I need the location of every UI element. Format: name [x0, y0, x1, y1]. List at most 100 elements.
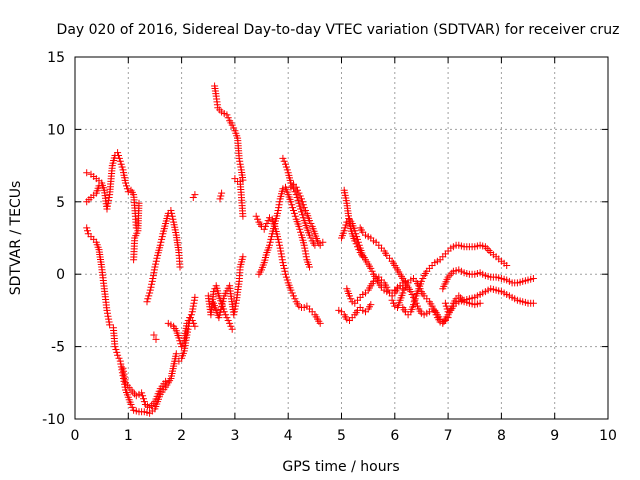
data-point-arc-j: [191, 191, 199, 199]
data-point-arc-k: [224, 317, 232, 324]
data-point-arc-u: [355, 246, 363, 254]
data-point-arc-s: [291, 295, 299, 303]
data-point-arc-c: [117, 360, 125, 368]
data-point-arc-c: [118, 369, 126, 377]
x-tick-label: 3: [230, 428, 239, 444]
data-point-arc-s: [254, 215, 262, 223]
data-point-arc-q: [288, 182, 296, 190]
data-point-arc-s: [316, 319, 324, 327]
chart-title: Day 020 of 2016, Sidereal Day-to-day VTE…: [57, 22, 620, 38]
data-point-arc-e: [135, 199, 143, 207]
y-tick-label: 15: [47, 50, 65, 66]
x-tick-label: 0: [71, 428, 80, 444]
x-tick-label: 10: [599, 428, 617, 444]
data-point-arc-p: [295, 222, 303, 230]
y-tick-label: -5: [51, 340, 65, 356]
data-point-arc-z: [399, 289, 407, 297]
data-point-arc-n: [216, 195, 224, 203]
data-point-arc-f: [168, 212, 176, 220]
data-point-arc-s: [283, 276, 291, 284]
data-point-arc-s: [252, 212, 260, 220]
data-point-arc-q: [280, 157, 288, 165]
data-point-arc-p: [266, 238, 274, 246]
data-point-arc-h: [178, 343, 186, 351]
data-point-arc-i: [187, 311, 195, 319]
data-point-arc-a: [122, 179, 130, 187]
data-point-arc-p: [291, 212, 299, 220]
data-point-arc-d: [147, 402, 155, 409]
data-point-arc-s: [275, 238, 283, 246]
data-point-arc-f: [147, 283, 155, 291]
data-point-arc-r: [307, 220, 315, 227]
data-point-arc-s: [263, 220, 271, 227]
data-point-arc-a: [123, 185, 131, 193]
axis-ticks: [74, 56, 609, 420]
data-point-arc-p: [306, 263, 313, 271]
data-point-arc-x: [347, 295, 355, 303]
y-tick-label: 10: [47, 122, 65, 138]
data-point-arc-d: [140, 395, 147, 403]
y-axis-label: SDTVAR / TECUs: [8, 181, 24, 296]
data-point-arc-i: [191, 293, 199, 301]
data-point-arc-p: [290, 209, 298, 217]
data-point-arc-d: [120, 370, 128, 378]
data-point-arc-k: [222, 311, 230, 319]
data-point-arc-i: [183, 331, 191, 339]
data-point-arc-a: [83, 169, 91, 177]
data-point-arc-p: [296, 225, 304, 233]
data-point-arc-m: [223, 111, 231, 119]
data-point-arc-v: [414, 302, 421, 310]
data-point-arc-c: [115, 354, 123, 362]
data-point-arc-a: [115, 154, 123, 162]
data-point-arc-p: [287, 198, 295, 206]
data-point-arc-s: [280, 264, 288, 272]
data-point-arc-y: [411, 295, 419, 303]
data-point-arc-g: [150, 331, 158, 339]
x-tick-label: 1: [124, 428, 133, 444]
y-tick-label: 0: [56, 267, 65, 283]
data-point-arc-z: [529, 299, 537, 307]
data-point-arc-q: [298, 211, 306, 219]
data-point-arc-r: [298, 198, 306, 206]
data-point-arc-s: [287, 286, 295, 294]
x-tick-label: 5: [337, 428, 346, 444]
data-point-arc-k: [227, 322, 235, 330]
data-point-arc-f: [149, 275, 157, 282]
data-point-arc-o: [239, 212, 247, 220]
data-point-arc-q: [296, 202, 304, 210]
data-point-arc-f: [144, 295, 152, 303]
data-point-arc-z: [416, 285, 424, 293]
data-point-arc-s: [279, 259, 287, 267]
data-point-arc-a: [114, 149, 122, 157]
data-point-arc-ab: [448, 302, 456, 310]
data-point-arc-y: [410, 298, 418, 306]
data-point-arc-p: [268, 233, 275, 241]
data-point-arc-a: [115, 152, 122, 159]
data-point-arc-ab: [476, 299, 484, 307]
data-points: [83, 82, 537, 417]
y-tick-label: 5: [56, 195, 65, 211]
data-point-arc-aa: [529, 275, 537, 282]
data-point-arc-t: [340, 227, 348, 235]
data-point-arc-c: [84, 227, 91, 235]
data-point-arc-f: [146, 289, 154, 297]
data-point-arc-s: [262, 222, 269, 230]
data-point-arc-n: [217, 192, 225, 200]
data-point-arc-i: [185, 322, 192, 330]
data-point-arc-p: [302, 253, 310, 261]
data-point-arc-b: [95, 182, 103, 190]
data-point-arc-c: [83, 224, 91, 232]
data-point-arc-c: [104, 312, 112, 320]
data-point-arc-a: [123, 182, 130, 190]
data-point-arc-s: [277, 247, 285, 255]
data-point-arc-l: [231, 302, 239, 310]
data-point-arc-t: [368, 267, 376, 275]
data-point-arc-q: [283, 166, 291, 174]
data-point-arc-q: [282, 163, 290, 171]
x-axis-label: GPS time / hours: [282, 459, 399, 475]
data-point-arc-a: [118, 163, 126, 171]
data-point-arc-q: [297, 205, 305, 213]
data-point-arc-s: [264, 217, 272, 225]
data-point-arc-r: [298, 195, 305, 203]
data-point-arc-d: [138, 389, 146, 397]
